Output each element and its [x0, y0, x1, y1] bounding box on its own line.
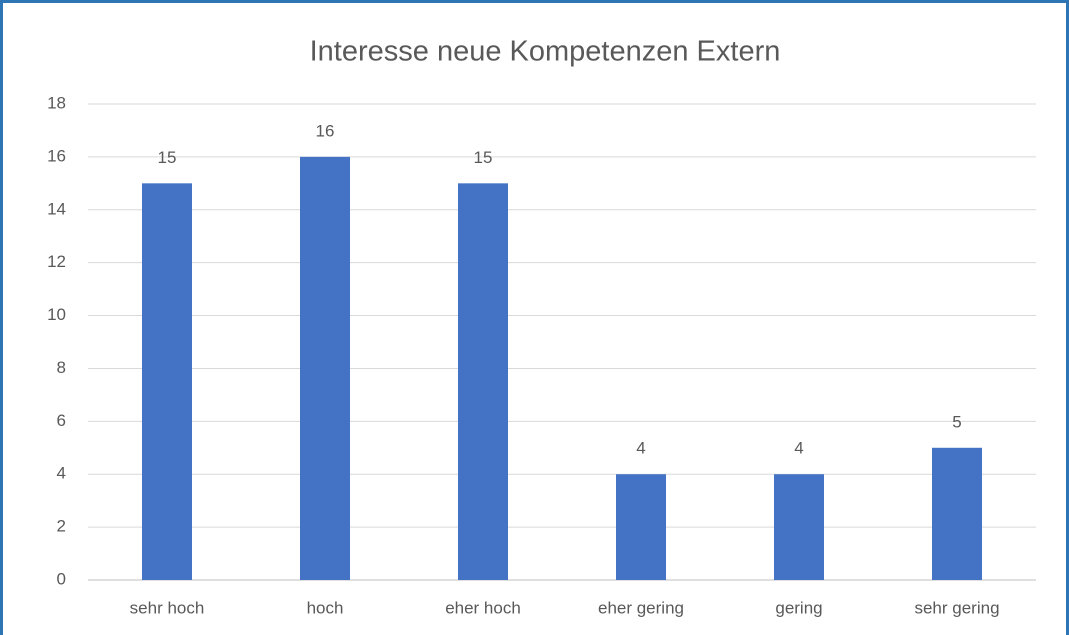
bar	[458, 183, 508, 581]
y-tick-label: 16	[47, 146, 66, 165]
data-label: 16	[316, 121, 335, 140]
y-tick-label: 8	[57, 358, 66, 377]
data-label: 5	[952, 412, 961, 431]
data-label: 15	[158, 148, 177, 167]
y-tick-label: 10	[47, 305, 66, 324]
data-label: 15	[474, 148, 493, 167]
bar	[142, 183, 192, 581]
y-tick-label: 18	[47, 93, 66, 112]
x-tick-label: hoch	[307, 598, 344, 617]
y-tick-label: 4	[57, 464, 66, 483]
data-label: 4	[636, 439, 645, 458]
x-tick-label: eher gering	[598, 598, 684, 617]
y-tick-label: 12	[47, 252, 66, 271]
y-tick-label: 2	[57, 517, 66, 536]
y-tick-label: 6	[57, 411, 66, 430]
x-tick-label: eher hoch	[445, 598, 521, 617]
bar	[932, 447, 982, 580]
y-tick-label: 0	[57, 569, 66, 588]
y-tick-label: 14	[47, 199, 66, 218]
bar	[300, 156, 350, 580]
x-tick-label: gering	[775, 598, 822, 617]
bar	[774, 474, 824, 580]
bar	[616, 474, 666, 580]
chart-title: Interesse neue Kompetenzen Extern	[310, 36, 781, 68]
x-tick-label: sehr hoch	[130, 598, 205, 617]
data-label: 4	[794, 439, 803, 458]
x-tick-label: sehr gering	[914, 598, 999, 617]
